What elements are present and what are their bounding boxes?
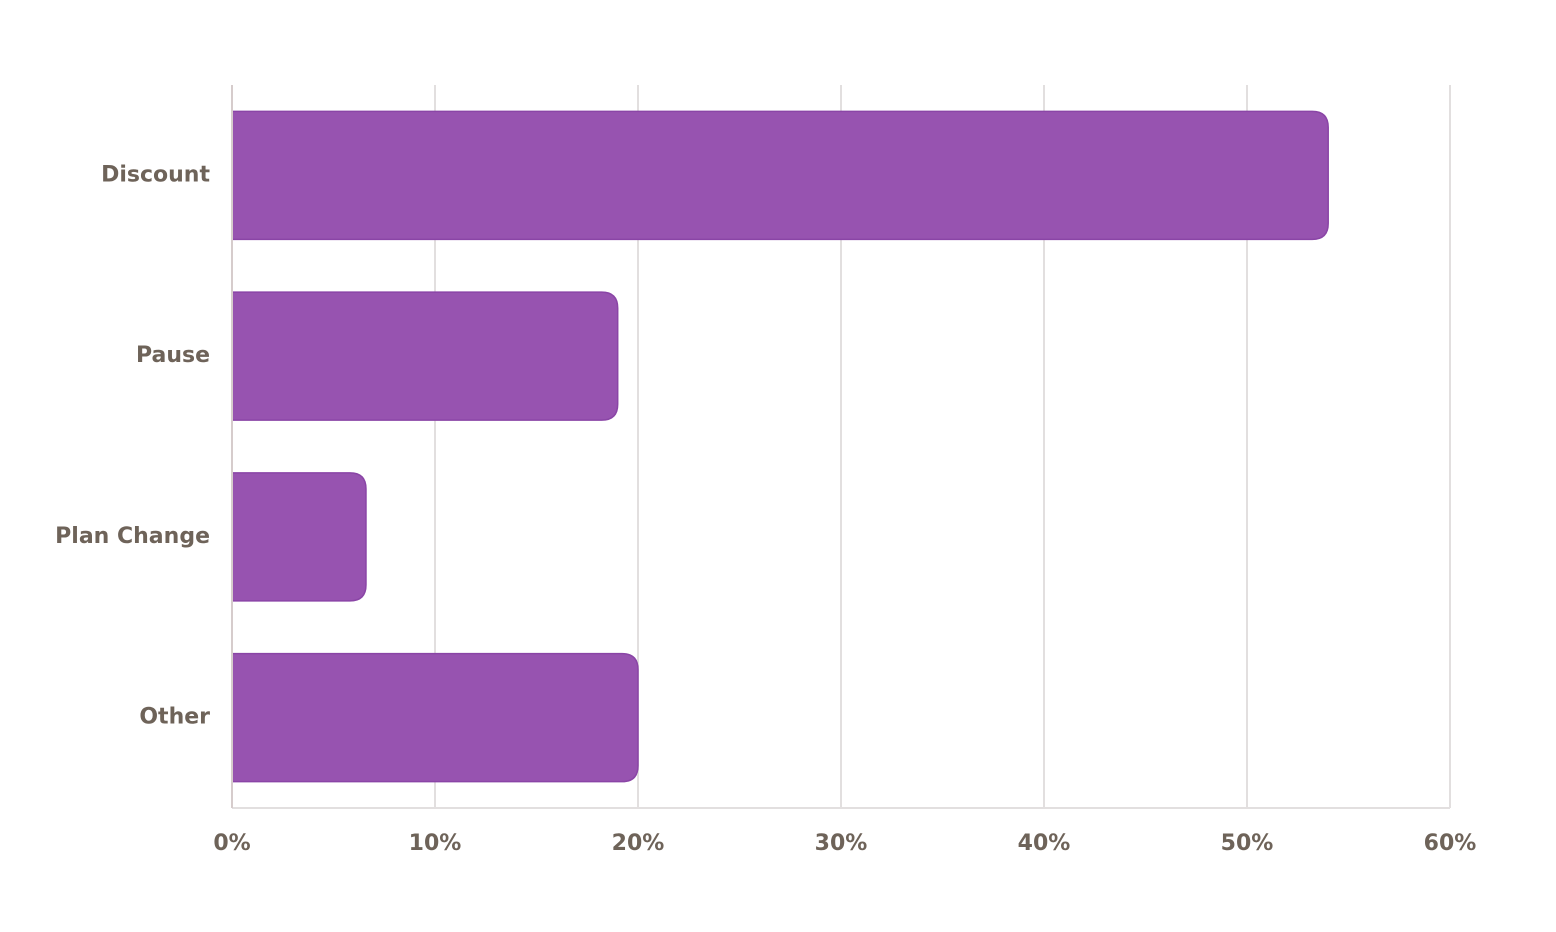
x-tick-label: 60% [1424,831,1477,856]
x-tick-label: 0% [213,831,250,856]
x-tick-label: 10% [409,831,462,856]
y-tick-label: Discount [101,162,210,187]
x-tick-label: 20% [612,831,665,856]
x-tick-label: 40% [1018,831,1071,856]
bar [231,110,1329,241]
bar [231,472,367,602]
bar [231,291,619,421]
x-tick-label: 30% [815,831,868,856]
x-tick-label: 50% [1221,831,1274,856]
y-tick-label: Pause [136,343,210,368]
y-tick-label: Other [139,705,210,730]
y-tick-label: Plan Change [55,524,210,549]
bar [231,652,639,783]
